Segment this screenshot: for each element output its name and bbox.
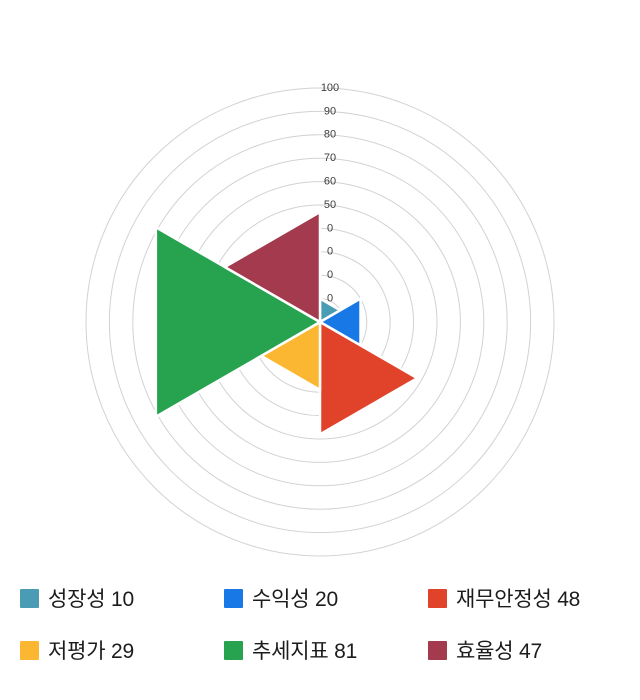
axis-tick-label: 70 [324, 152, 336, 164]
grid-ring [108, 110, 532, 534]
legend-item-label: 수익성 20 [251, 588, 338, 611]
chart-wedge[interactable] [223, 210, 322, 324]
axis-tick-label: 50 [324, 199, 336, 211]
legend-item[interactable]: 효율성 47 [422, 624, 626, 676]
legend-item-label: 추세지표 81 [251, 640, 358, 663]
axis-tick-label: 60 [324, 176, 336, 188]
radial-axis-tick-labels: 0 0 0 0 50 60 70 80 90 100 [321, 82, 339, 305]
polar-area-chart-svg: 0 0 0 0 50 60 70 80 90 100 [85, 82, 555, 557]
axis-tick-label: 0 [327, 246, 333, 258]
chart-wedge[interactable] [318, 320, 419, 436]
legend-item[interactable]: 재무안정성 48 [422, 572, 626, 624]
chart-plot-area: 0 0 0 0 50 60 70 80 90 100 [85, 82, 555, 557]
legend-swatch-icon [20, 640, 39, 660]
legend-item-label: 재무안정성 48 [455, 588, 581, 611]
legend-item[interactable]: 수익성 20 [218, 572, 422, 624]
legend-swatch-icon [427, 588, 447, 608]
legend-item[interactable]: 성장성 10 [14, 572, 218, 624]
legend-swatch-icon [427, 640, 447, 660]
axis-tick-label: 100 [321, 82, 339, 94]
axis-tick-label: 90 [324, 105, 336, 117]
grid-ring [85, 87, 555, 557]
axis-tick-label: 0 [327, 222, 333, 234]
chart-legend: 성장성 10 수익성 20 재무안정성 48 저평가 29 추세지표 81 효율… [0, 568, 640, 700]
legend-item[interactable]: 추세지표 81 [218, 624, 422, 676]
legend-swatch-icon [20, 588, 39, 608]
axis-tick-label: 80 [324, 129, 336, 141]
axis-tick-label: 0 [327, 293, 333, 305]
wedge-layer [154, 210, 419, 436]
legend-item-label: 저평가 29 [48, 640, 134, 663]
axis-tick-label: 0 [327, 269, 333, 281]
legend-swatch-icon [223, 588, 243, 608]
legend-swatch-icon [223, 640, 243, 660]
legend-item-label: 효율성 47 [455, 640, 542, 663]
legend-item-label: 성장성 10 [48, 588, 134, 611]
legend-item[interactable]: 저평가 29 [14, 624, 218, 676]
grid-ring [132, 134, 508, 510]
